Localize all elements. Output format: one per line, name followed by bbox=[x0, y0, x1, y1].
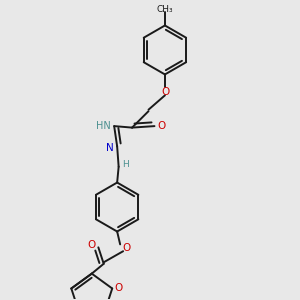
Text: O: O bbox=[158, 121, 166, 130]
Text: N: N bbox=[106, 142, 114, 153]
Text: HN: HN bbox=[96, 121, 111, 130]
Text: O: O bbox=[115, 283, 123, 293]
Text: CH₃: CH₃ bbox=[157, 4, 173, 14]
Text: O: O bbox=[161, 87, 170, 98]
Text: O: O bbox=[123, 243, 131, 253]
Text: H: H bbox=[122, 160, 129, 169]
Text: O: O bbox=[88, 240, 96, 250]
